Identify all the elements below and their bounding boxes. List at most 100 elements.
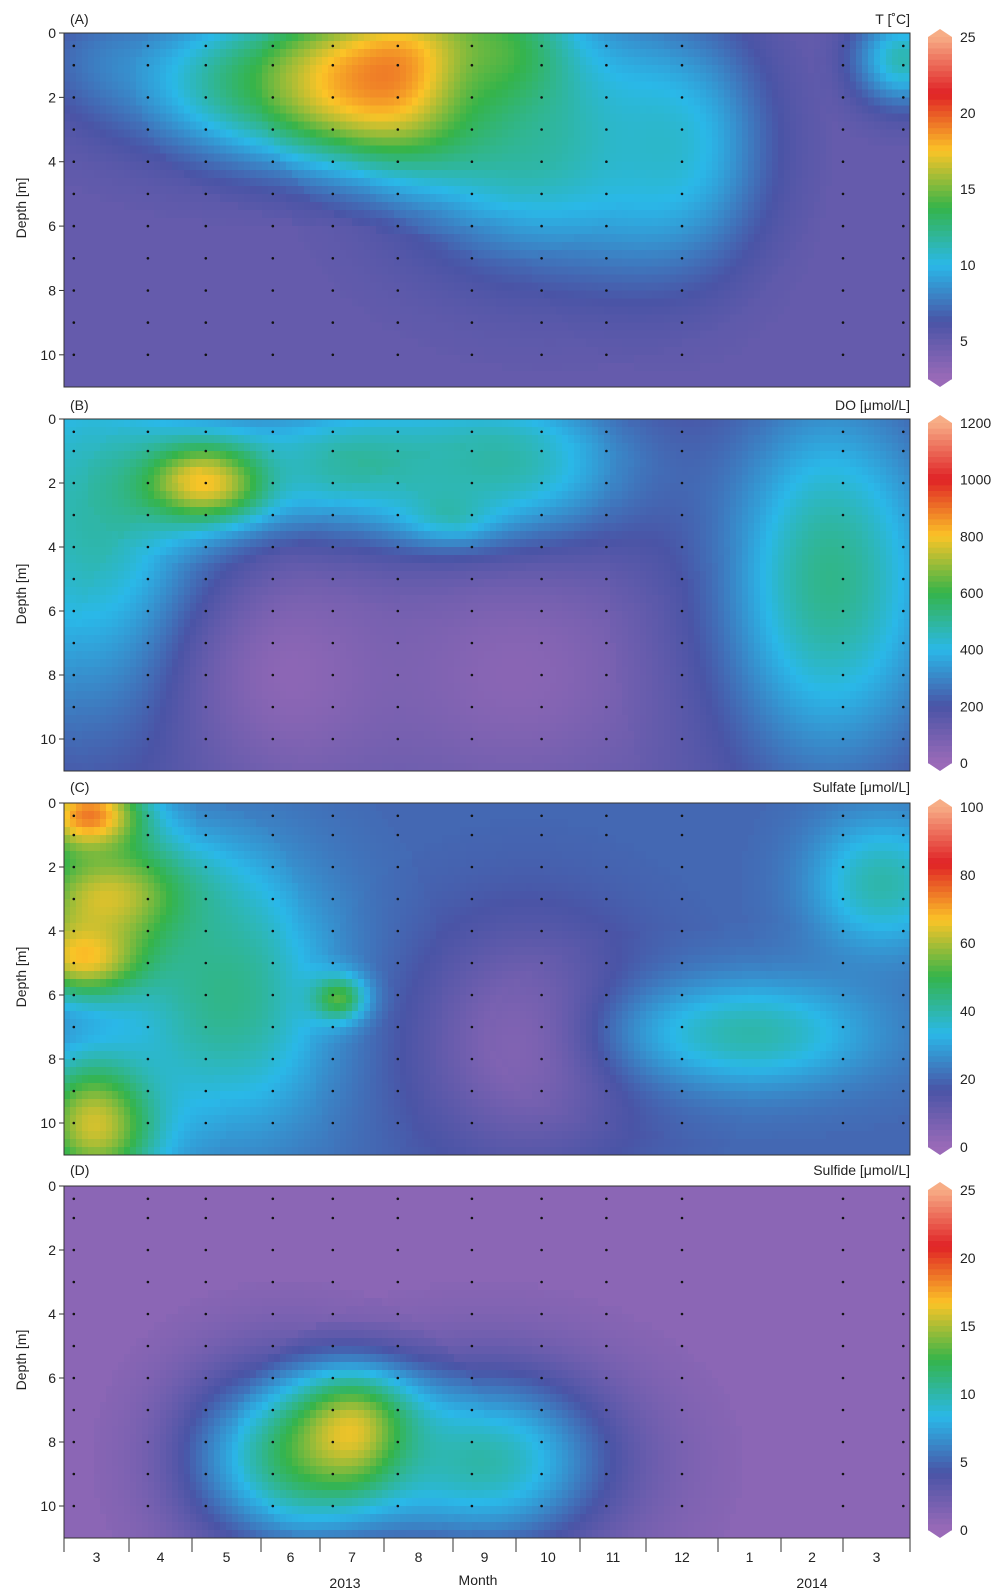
panel-a-cell xyxy=(370,299,377,308)
panel-a-cell xyxy=(844,266,851,275)
panel-a-cell xyxy=(862,250,869,259)
panel-a-cell xyxy=(328,266,335,275)
panel-a-cell xyxy=(94,266,101,275)
panel-a-cell xyxy=(694,194,701,203)
panel-a-cell xyxy=(130,81,137,90)
panel-a-cell xyxy=(316,266,323,275)
panel-a-cell xyxy=(604,146,611,155)
panel-a-cell xyxy=(664,65,671,74)
panel-a-cell xyxy=(262,218,269,227)
panel-a-cell xyxy=(472,266,479,275)
panel-a-cell xyxy=(148,226,155,235)
panel-a-cell xyxy=(388,234,395,243)
panel-a-cell xyxy=(166,97,173,106)
panel-a-cell xyxy=(640,202,647,211)
panel-a-cell xyxy=(256,299,263,308)
panel-a-cell xyxy=(316,234,323,243)
panel-a-cell xyxy=(784,299,791,308)
panel-a-cell xyxy=(214,146,221,155)
panel-a-cell xyxy=(604,202,611,211)
panel-a-cell xyxy=(124,186,131,195)
panel-a-cell xyxy=(244,299,251,308)
panel-a-cell xyxy=(424,113,431,122)
panel-a-cell xyxy=(886,170,893,179)
panel-a-cell xyxy=(730,130,737,139)
panel-a-cell xyxy=(394,49,401,58)
panel-a-cell xyxy=(502,49,509,58)
panel-a-cell xyxy=(688,218,695,227)
panel-a-cell xyxy=(718,250,725,259)
panel-a-cell xyxy=(790,146,797,155)
panel-a-cell xyxy=(346,162,353,171)
panel-a-cell xyxy=(874,130,881,139)
panel-a-cell xyxy=(892,178,899,187)
panel-a-cell xyxy=(418,250,425,259)
panel-a-cell xyxy=(658,154,665,163)
panel-a-cell xyxy=(226,178,233,187)
panel-a-cell xyxy=(280,250,287,259)
panel-a-cell xyxy=(358,266,365,275)
panel-a-cell xyxy=(334,266,341,275)
panel-a-cell xyxy=(724,130,731,139)
panel-a-cell xyxy=(208,178,215,187)
panel-a-cell xyxy=(514,41,521,50)
panel-a-cell xyxy=(184,130,191,139)
panel-a-cell xyxy=(220,234,227,243)
panel-a-cell xyxy=(622,202,629,211)
panel-a-cell xyxy=(316,81,323,90)
panel-a-cell xyxy=(820,266,827,275)
panel-a-cell xyxy=(196,290,203,299)
panel-a-cell xyxy=(778,138,785,147)
panel-a-cell xyxy=(340,162,347,171)
panel-a-cell xyxy=(214,282,221,291)
panel-a-cell xyxy=(220,154,227,163)
panel-a-cell xyxy=(670,266,677,275)
panel-a-cell xyxy=(538,105,545,114)
panel-a-cell xyxy=(94,73,101,82)
panel-a-cell xyxy=(286,274,293,283)
panel-a-cell xyxy=(646,307,653,316)
panel-a-cell xyxy=(712,73,719,82)
panel-a-cell xyxy=(118,49,125,58)
panel-a-cell xyxy=(286,299,293,308)
panel-a-cell xyxy=(766,81,773,90)
panel-a-cell xyxy=(880,307,887,316)
panel-a-cell xyxy=(664,49,671,58)
panel-a-cell xyxy=(178,307,185,316)
panel-a-cell xyxy=(856,89,863,98)
panel-a-cell xyxy=(124,122,131,131)
panel-a-cell xyxy=(490,210,497,219)
panel-a-cell xyxy=(772,65,779,74)
panel-a-cell xyxy=(862,154,869,163)
panel-a-cell xyxy=(82,250,89,259)
panel-a-cell xyxy=(436,49,443,58)
panel-a-cell xyxy=(856,170,863,179)
panel-a-cell xyxy=(412,290,419,299)
panel-a-cell xyxy=(496,210,503,219)
panel-a-cell xyxy=(520,178,527,187)
panel-a-cell xyxy=(682,113,689,122)
panel-a-cell xyxy=(250,49,257,58)
panel-a-cell xyxy=(364,49,371,58)
panel-a-cell xyxy=(736,65,743,74)
panel-a-cell xyxy=(226,170,233,179)
panel-a-cell xyxy=(868,81,875,90)
panel-a-cell xyxy=(226,73,233,82)
panel-a-cell xyxy=(832,170,839,179)
panel-a-cell xyxy=(328,105,335,114)
panel-a-cell xyxy=(526,274,533,283)
panel-a-cell xyxy=(418,162,425,171)
panel-a-cell xyxy=(616,122,623,131)
panel-a-cell xyxy=(64,250,71,259)
panel-a-cell xyxy=(556,130,563,139)
panel-a-cell xyxy=(568,33,575,42)
panel-a-cell xyxy=(328,290,335,299)
panel-a-cell xyxy=(466,81,473,90)
panel-a-cell xyxy=(670,81,677,90)
panel-a-cell xyxy=(664,89,671,98)
panel-a-cell xyxy=(490,307,497,316)
panel-a-cell xyxy=(118,41,125,50)
panel-a-cell xyxy=(580,194,587,203)
panel-a-cell xyxy=(388,33,395,42)
panel-a-cell xyxy=(274,154,281,163)
